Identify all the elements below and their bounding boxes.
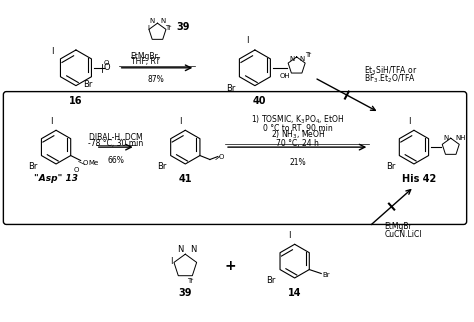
Text: CuCN.LiCl: CuCN.LiCl bbox=[384, 230, 422, 239]
Text: Tr: Tr bbox=[187, 278, 193, 284]
Text: O: O bbox=[104, 63, 110, 72]
Text: N: N bbox=[149, 18, 154, 24]
Text: DIBAL-H, DCM: DIBAL-H, DCM bbox=[89, 133, 143, 142]
Text: I: I bbox=[170, 257, 173, 266]
Text: Me: Me bbox=[89, 160, 99, 166]
Text: Br: Br bbox=[83, 80, 92, 89]
Text: Br: Br bbox=[386, 162, 395, 171]
Text: Tr: Tr bbox=[305, 52, 311, 58]
Text: "Asp" 13: "Asp" 13 bbox=[34, 174, 78, 183]
Text: Br: Br bbox=[266, 276, 276, 285]
Text: 41: 41 bbox=[179, 174, 192, 184]
Text: 87%: 87% bbox=[147, 75, 164, 84]
Text: 66%: 66% bbox=[107, 156, 124, 165]
Text: -78 °C, 30 min: -78 °C, 30 min bbox=[88, 139, 143, 148]
Text: O: O bbox=[219, 154, 224, 159]
Text: Br: Br bbox=[322, 271, 330, 278]
FancyBboxPatch shape bbox=[3, 91, 466, 224]
Text: BF$_3$.Et$_2$O/TFA: BF$_3$.Et$_2$O/TFA bbox=[364, 72, 416, 85]
Text: N: N bbox=[161, 18, 166, 24]
Text: I: I bbox=[147, 25, 149, 31]
Text: Br: Br bbox=[28, 162, 37, 171]
Text: 1) TOSMIC, K$_3$PO$_4$, EtOH: 1) TOSMIC, K$_3$PO$_4$, EtOH bbox=[251, 114, 345, 126]
Text: EtMgBr: EtMgBr bbox=[384, 222, 412, 231]
Text: I: I bbox=[408, 117, 410, 126]
Text: 40: 40 bbox=[253, 96, 266, 106]
Text: O: O bbox=[82, 160, 88, 166]
Text: I: I bbox=[289, 231, 291, 240]
Text: 14: 14 bbox=[288, 288, 301, 298]
Text: N: N bbox=[289, 56, 294, 62]
Text: OH: OH bbox=[280, 73, 291, 79]
Text: N: N bbox=[443, 135, 448, 141]
Text: I: I bbox=[179, 117, 182, 126]
Text: I: I bbox=[246, 36, 248, 45]
Text: Br: Br bbox=[157, 162, 166, 171]
Text: Tr: Tr bbox=[165, 25, 172, 31]
Text: +: + bbox=[224, 259, 236, 273]
Text: NH: NH bbox=[456, 135, 466, 141]
Text: Et$_3$SiH/TFA or: Et$_3$SiH/TFA or bbox=[364, 64, 418, 77]
Text: EtMgBr,: EtMgBr, bbox=[130, 52, 161, 61]
Text: N: N bbox=[190, 245, 196, 254]
Text: 39: 39 bbox=[176, 22, 190, 32]
Text: I: I bbox=[51, 47, 54, 56]
Text: O: O bbox=[74, 167, 79, 174]
Text: 2) NH$_3$, MeOH: 2) NH$_3$, MeOH bbox=[271, 129, 325, 141]
Text: 16: 16 bbox=[69, 96, 82, 106]
Text: 21%: 21% bbox=[289, 158, 306, 167]
Text: N: N bbox=[299, 56, 304, 62]
Text: THF, RT: THF, RT bbox=[131, 57, 160, 66]
Text: 0 °C to RT, 90 min: 0 °C to RT, 90 min bbox=[263, 124, 333, 133]
Text: O: O bbox=[104, 60, 109, 66]
Text: 70 °C, 24 h: 70 °C, 24 h bbox=[276, 139, 319, 148]
Text: 39: 39 bbox=[179, 288, 192, 298]
Text: N: N bbox=[177, 245, 183, 254]
Text: I: I bbox=[50, 117, 52, 126]
Text: His 42: His 42 bbox=[402, 174, 436, 184]
Text: Br: Br bbox=[226, 84, 235, 93]
